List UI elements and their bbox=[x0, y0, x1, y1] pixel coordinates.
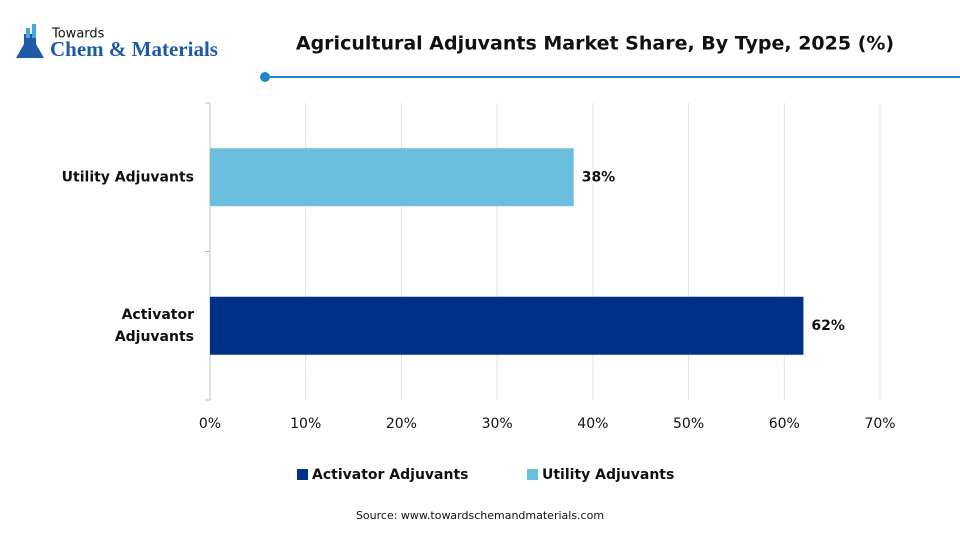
logo-text: Towards bbox=[51, 27, 105, 42]
x-tick-label: 30% bbox=[482, 416, 513, 432]
logo-text: Chem & Materials bbox=[50, 37, 218, 61]
x-tick-label: 10% bbox=[290, 416, 321, 432]
logo-icon bbox=[16, 34, 44, 58]
source: Source: www.towardschemandmaterials.com bbox=[356, 509, 604, 522]
title-rule-dot bbox=[260, 72, 270, 82]
value-label: 38% bbox=[582, 169, 616, 185]
bar bbox=[210, 148, 574, 207]
y-tick-label: Activator Adjuvants bbox=[115, 307, 194, 345]
x-tick-label: 70% bbox=[864, 416, 895, 432]
bar bbox=[210, 296, 804, 355]
legend-label: Utility Adjuvants bbox=[542, 467, 674, 483]
logo-icon bbox=[26, 28, 30, 38]
x-tick-label: 50% bbox=[673, 416, 704, 432]
x-tick-label: 40% bbox=[577, 416, 608, 432]
value-label: 62% bbox=[811, 318, 845, 334]
x-tick-label: 0% bbox=[199, 416, 221, 432]
legend-label: Activator Adjuvants bbox=[312, 467, 468, 483]
x-tick-label: 60% bbox=[769, 416, 800, 432]
legend-swatch bbox=[297, 469, 308, 480]
logo-icon bbox=[32, 24, 36, 38]
logo: Towards Chem & Materials bbox=[16, 24, 218, 61]
x-tick-label: 20% bbox=[386, 416, 417, 432]
chart-title: Agricultural Adjuvants Market Share, By … bbox=[296, 33, 894, 55]
legend-swatch bbox=[527, 469, 538, 480]
y-tick-label: Utility Adjuvants bbox=[62, 169, 194, 185]
